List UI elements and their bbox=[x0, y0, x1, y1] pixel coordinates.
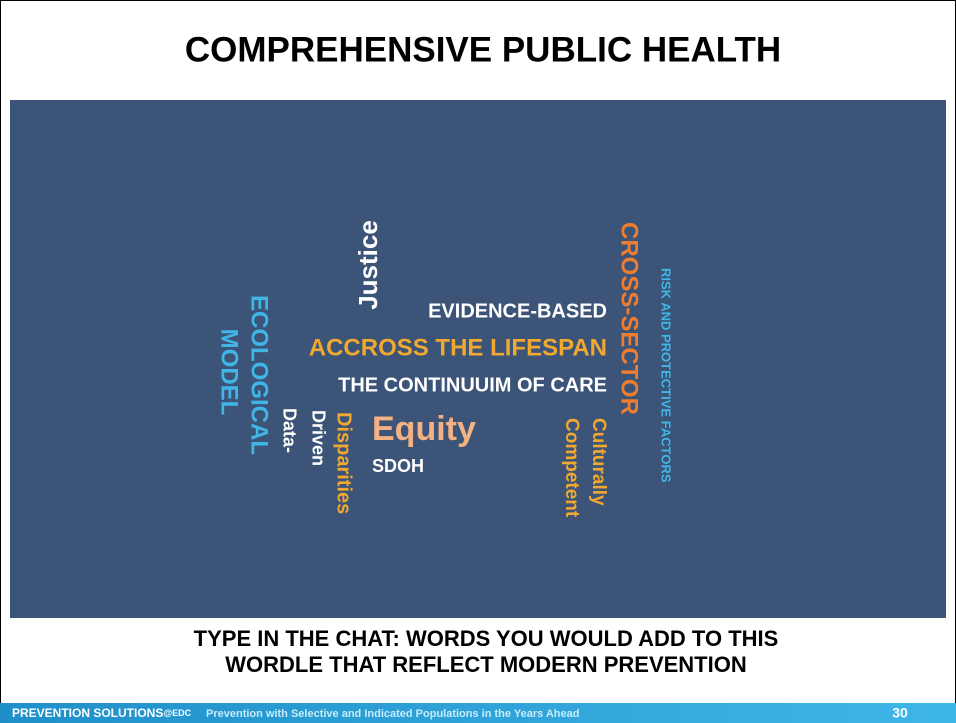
footer-brand-suffix: @EDC bbox=[163, 708, 191, 718]
word: MODEL bbox=[216, 329, 243, 416]
word: ECOLOGICAL bbox=[246, 295, 273, 455]
footer-brand-name: PREVENTION SOLUTIONS bbox=[12, 706, 163, 720]
word: Driven bbox=[308, 410, 328, 466]
word: RISK AND PROTECTIVE FACTORS bbox=[659, 268, 674, 483]
footer-bar bbox=[0, 703, 956, 723]
prompt-line: WORDLE THAT REFLECT MODERN PREVENTION bbox=[225, 652, 746, 677]
footer-brand: PREVENTION SOLUTIONS@EDC bbox=[12, 706, 192, 720]
wordle-panel bbox=[10, 100, 946, 618]
word: EVIDENCE-BASED bbox=[428, 300, 607, 322]
word: CROSS-SECTOR bbox=[616, 222, 643, 415]
slide-title: COMPREHENSIVE PUBLIC HEALTH bbox=[185, 30, 781, 69]
word: THE CONTINUUIM OF CARE bbox=[338, 374, 607, 396]
footer-subtitle: Prevention with Selective and Indicated … bbox=[206, 708, 579, 720]
word: SDOH bbox=[372, 456, 424, 476]
word: Culturally bbox=[588, 418, 609, 506]
page-number: 30 bbox=[892, 705, 908, 721]
word: Equity bbox=[372, 410, 476, 448]
word: Justice bbox=[353, 220, 383, 310]
prompt-line: TYPE IN THE CHAT: WORDS YOU WOULD ADD TO… bbox=[194, 626, 779, 651]
word: Disparities bbox=[333, 412, 355, 514]
word: Data- bbox=[279, 408, 299, 453]
word: ACCROSS THE LIFESPAN bbox=[309, 334, 607, 361]
word: Competent bbox=[561, 418, 582, 518]
